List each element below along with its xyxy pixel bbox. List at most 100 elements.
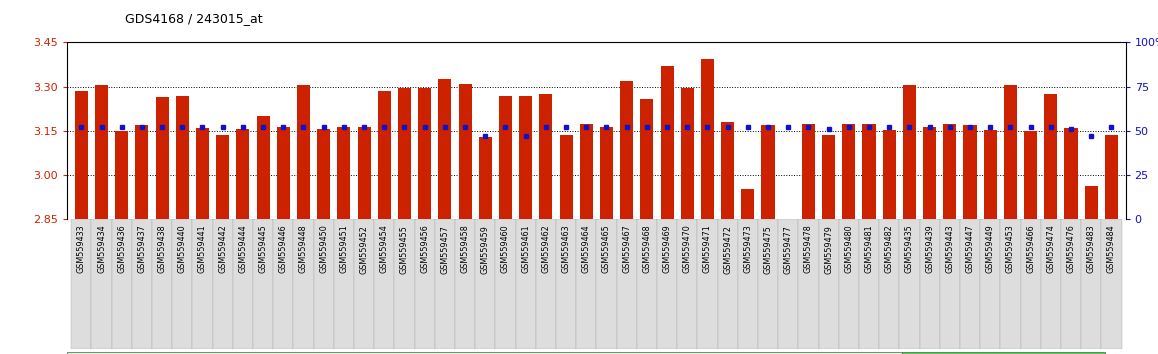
Bar [657, 219, 677, 349]
Bar [838, 219, 859, 349]
Bar [983, 130, 997, 219]
Text: GSM559460: GSM559460 [501, 225, 510, 273]
Bar [859, 219, 879, 349]
Bar [71, 219, 91, 349]
Text: GSM559479: GSM559479 [824, 225, 833, 274]
Bar [697, 219, 718, 349]
Bar [718, 219, 738, 349]
Text: GSM559456: GSM559456 [420, 225, 430, 273]
Bar [681, 88, 694, 219]
Bar [923, 127, 936, 219]
Bar [455, 219, 475, 349]
Text: GSM559448: GSM559448 [299, 225, 308, 273]
Bar [176, 96, 189, 219]
Bar [277, 127, 290, 219]
Bar [296, 85, 310, 219]
Bar [519, 96, 533, 219]
Bar [738, 219, 758, 349]
Bar [980, 219, 1001, 349]
Text: GSM559442: GSM559442 [218, 225, 227, 273]
Text: GSM559450: GSM559450 [320, 225, 328, 273]
Text: GSM559433: GSM559433 [76, 225, 86, 273]
Text: GSM559465: GSM559465 [602, 225, 611, 273]
Text: GSM559441: GSM559441 [198, 225, 207, 273]
Bar [91, 219, 111, 349]
Bar [475, 219, 496, 349]
Text: GSM559482: GSM559482 [885, 225, 894, 273]
Text: GSM559483: GSM559483 [1086, 225, 1095, 273]
Text: GSM559458: GSM559458 [461, 225, 470, 273]
Bar [637, 219, 657, 349]
Bar [620, 81, 633, 219]
Bar [900, 219, 919, 349]
Bar [782, 219, 794, 239]
Text: GSM559473: GSM559473 [743, 225, 753, 273]
Bar [1041, 219, 1061, 349]
Bar [439, 79, 452, 219]
Text: GSM559435: GSM559435 [904, 225, 914, 273]
Bar [903, 85, 916, 219]
Text: GSM559461: GSM559461 [521, 225, 530, 273]
Bar [1085, 185, 1098, 219]
Bar [358, 127, 371, 219]
Bar [879, 219, 900, 349]
Text: GSM559467: GSM559467 [622, 225, 631, 273]
Bar [415, 219, 434, 349]
Text: GSM559457: GSM559457 [440, 225, 449, 274]
Bar [1061, 219, 1082, 349]
Text: GSM559468: GSM559468 [643, 225, 651, 273]
Bar [660, 66, 674, 219]
Text: GSM559438: GSM559438 [157, 225, 167, 273]
Text: GSM559463: GSM559463 [562, 225, 571, 273]
Text: GSM559470: GSM559470 [683, 225, 691, 273]
Bar [778, 219, 798, 349]
Text: GSM559453: GSM559453 [1006, 225, 1014, 273]
Bar [515, 219, 536, 349]
Bar [721, 122, 734, 219]
Bar [374, 219, 395, 349]
Bar [1020, 219, 1041, 349]
Bar [67, 352, 902, 354]
Bar [459, 84, 471, 219]
Bar [173, 219, 192, 349]
Bar [882, 130, 896, 219]
Bar [111, 219, 132, 349]
Text: GSM559451: GSM559451 [339, 225, 349, 273]
Bar [273, 219, 293, 349]
Bar [580, 124, 593, 219]
Bar [801, 124, 815, 219]
Bar [317, 129, 330, 219]
Bar [196, 128, 210, 219]
Bar [192, 219, 213, 349]
Bar [293, 219, 314, 349]
Text: GSM559462: GSM559462 [542, 225, 550, 273]
Bar [152, 219, 173, 349]
Bar [155, 97, 169, 219]
Bar [75, 91, 88, 219]
Text: GSM559444: GSM559444 [239, 225, 248, 273]
Bar [944, 124, 957, 219]
Bar [822, 136, 835, 219]
Bar [217, 135, 229, 219]
Bar [1024, 131, 1038, 219]
Text: GSM559478: GSM559478 [804, 225, 813, 273]
Bar [819, 219, 838, 349]
Bar [337, 127, 351, 219]
Text: GSM559466: GSM559466 [1026, 225, 1035, 273]
Bar [1101, 219, 1122, 349]
Text: GSM559437: GSM559437 [138, 225, 146, 273]
Bar [499, 96, 512, 219]
Text: GSM559454: GSM559454 [380, 225, 389, 273]
Bar [233, 219, 252, 349]
Bar [478, 137, 492, 219]
Bar [378, 91, 391, 219]
Text: GSM559447: GSM559447 [966, 225, 975, 273]
Bar [398, 88, 411, 219]
Bar [418, 88, 431, 219]
Bar [536, 219, 556, 349]
Bar [577, 219, 596, 349]
Text: GSM559471: GSM559471 [703, 225, 712, 273]
Text: GSM559440: GSM559440 [178, 225, 186, 273]
Bar [762, 125, 775, 219]
Bar [616, 219, 637, 349]
